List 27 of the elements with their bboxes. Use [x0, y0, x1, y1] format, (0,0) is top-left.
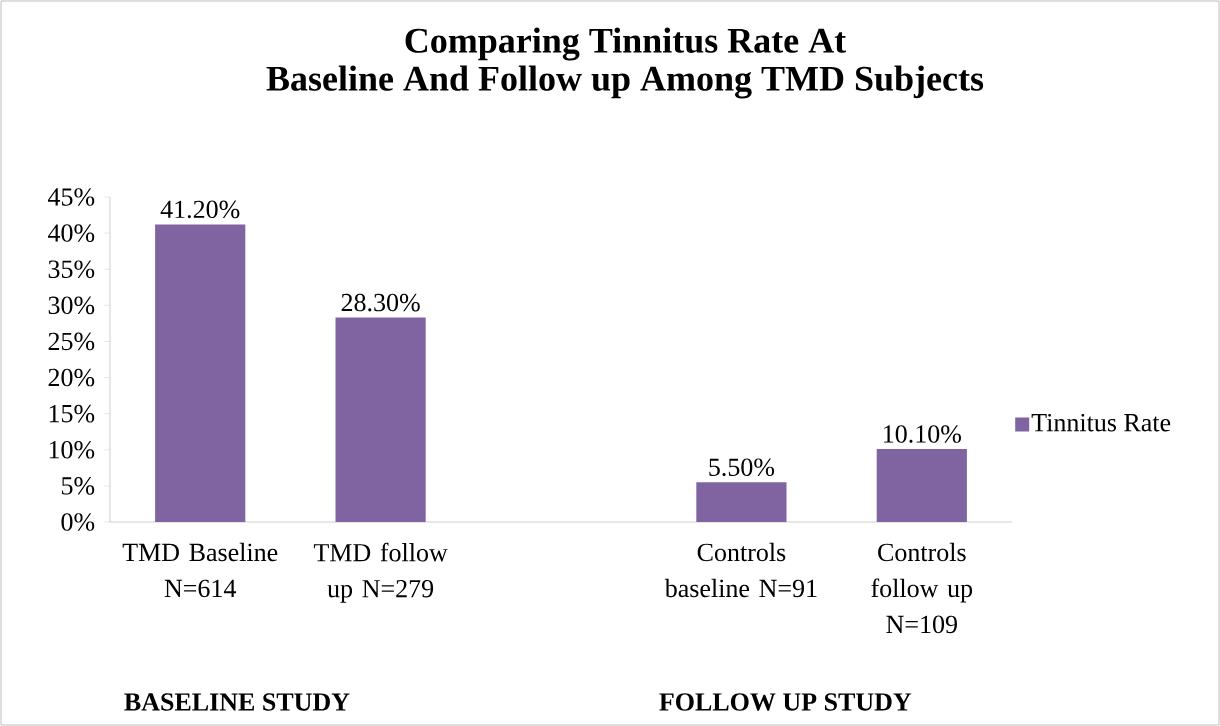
chart-title: Comparing Tinnitus Rate At [405, 27, 846, 61]
chart-subtitle: Baseline And Follow up Among TMD Subjects [266, 65, 984, 99]
bar [876, 449, 967, 522]
x-tick-label: TMD follow up N=279 [313, 542, 448, 603]
x-tick-label: Controls baseline N=91 [664, 542, 817, 598]
bar [335, 317, 426, 522]
y-tick-label: 25% [48, 332, 95, 351]
x-tick-label: Controls follow up N=109 [871, 542, 973, 634]
text: FOLLOW UP STUDY [659, 693, 912, 711]
legend-label: Tinnitus Rate [1031, 413, 1171, 432]
bar [155, 224, 246, 522]
y-tick-label: 5% [61, 477, 95, 495]
y-tick-label: 15% [49, 404, 95, 423]
data-label: 10.10% [884, 425, 961, 443]
y-tick-label: 10% [49, 440, 95, 459]
data-label: 5.50% [709, 458, 775, 477]
bar [696, 482, 787, 522]
data-label: 28.30% [341, 293, 420, 312]
y-tick-label: 40% [47, 224, 95, 242]
text: BASELINE STUDY [124, 693, 350, 711]
y-tick-label: 35% [48, 260, 95, 279]
y-tick-label: 20% [48, 368, 95, 387]
x-tick-label: TMD Baseline N=614 [122, 542, 278, 598]
y-tick-label: 30% [48, 296, 95, 315]
y-tick-label: 0% [61, 513, 95, 531]
data-label: 41.20% [160, 200, 240, 219]
y-tick-label: 45% [47, 188, 95, 206]
